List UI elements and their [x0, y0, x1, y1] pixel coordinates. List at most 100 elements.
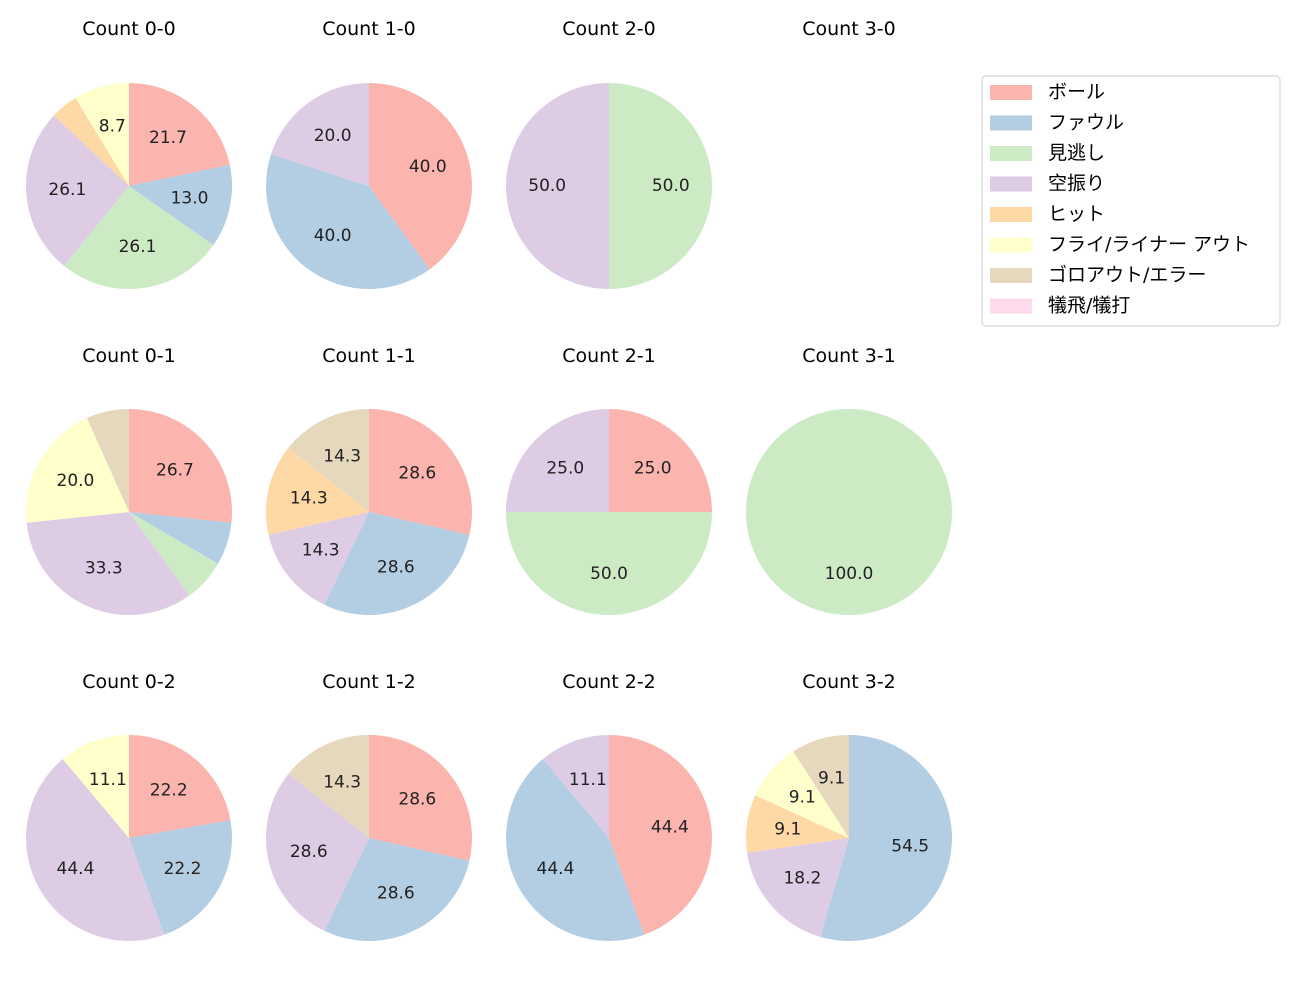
pie-slice-7 — [288, 735, 369, 838]
pie-slice-4 — [542, 735, 609, 838]
pie-slice-3 — [129, 512, 219, 596]
slice-label: 22.2 — [150, 781, 188, 801]
slice-label: 40.0 — [409, 157, 447, 177]
pie-title: Count 3-2 — [802, 671, 896, 693]
pie-slice-2 — [505, 759, 645, 942]
pie-slice-4 — [26, 115, 130, 266]
slice-label: 26.1 — [48, 180, 86, 200]
legend-item: 空振り — [990, 173, 1105, 195]
pie-slice-1 — [609, 409, 712, 512]
pie-slice-7 — [288, 409, 369, 512]
pie-slice-2 — [324, 512, 470, 616]
legend-swatch — [990, 176, 1032, 192]
slice-label: 14.3 — [323, 772, 361, 792]
pie-slice-1 — [129, 409, 232, 523]
pie-slice-2 — [265, 154, 430, 290]
slice-label: 26.1 — [119, 237, 157, 257]
legend-label: フライ/ライナー アウト — [1048, 234, 1250, 256]
pie-slice-4 — [268, 512, 369, 605]
slice-label: 33.3 — [85, 558, 123, 578]
legend-swatch — [990, 146, 1032, 161]
slice-label: 44.4 — [651, 817, 689, 837]
legend-item: ゴロアウト/エラー — [990, 264, 1206, 286]
pie-count-3-0: Count 3-0 — [802, 18, 896, 40]
pie-slice-5 — [53, 98, 129, 186]
slice-label: 28.6 — [398, 463, 436, 483]
pie-slice-4 — [25, 759, 165, 942]
slice-label: 21.7 — [149, 128, 187, 148]
legend-label: ボール — [1048, 81, 1105, 103]
pie-title: Count 2-0 — [562, 18, 656, 40]
slice-label: 14.3 — [290, 488, 328, 508]
slice-label: 18.2 — [783, 869, 821, 889]
slice-label: 9.1 — [774, 819, 801, 839]
legend-label: ゴロアウト/エラー — [1048, 264, 1206, 286]
pie-slice-2 — [129, 820, 233, 935]
pie-slice-2 — [129, 164, 232, 246]
legend-label: ヒット — [1048, 203, 1105, 225]
pie-title: Count 2-1 — [562, 345, 656, 367]
pie-title: Count 1-0 — [322, 18, 416, 40]
legend-swatch — [990, 268, 1032, 283]
slice-label: 14.3 — [302, 541, 340, 561]
slice-label: 28.6 — [377, 558, 415, 578]
pie-slice-3 — [609, 83, 712, 289]
pie-count-2-1: Count 2-1 25.0 50.0 25.0 — [506, 345, 712, 615]
slice-label: 13.0 — [171, 188, 209, 208]
slice-label: 50.0 — [590, 564, 628, 584]
pie-count-1-2: Count 1-2 28.6 28.6 28.6 14.3 — [265, 671, 473, 942]
pie-count-3-1: Count 3-1 100.0 — [746, 345, 952, 615]
pie-title: Count 1-2 — [322, 671, 416, 693]
pie-slice-6 — [62, 735, 129, 838]
pie-slice-6 — [75, 83, 129, 186]
slice-label: 28.6 — [290, 842, 328, 862]
legend-item: 犠飛/犠打 — [990, 295, 1130, 317]
pie-count-0-2: Count 0-2 22.2 22.2 44.4 11.1 — [25, 671, 233, 942]
slice-label: 9.1 — [789, 788, 816, 808]
pie-slice-2 — [129, 512, 232, 564]
pie-slice-1 — [369, 409, 473, 535]
slice-label: 50.0 — [528, 176, 566, 196]
pie-slice-4 — [26, 512, 190, 616]
pie-slice-6 — [26, 417, 130, 523]
slice-label: 14.3 — [323, 446, 361, 466]
pie-slice-3 — [746, 409, 952, 615]
slice-label: 22.2 — [164, 859, 202, 879]
pie-slice-6 — [755, 751, 849, 838]
slice-label: 25.0 — [634, 458, 672, 478]
legend-label: 空振り — [1048, 173, 1105, 195]
slice-label: 54.5 — [891, 837, 929, 857]
pie-slice-4 — [265, 773, 369, 931]
legend-swatch — [990, 85, 1032, 100]
slice-label: 9.1 — [818, 769, 845, 789]
slice-label: 26.7 — [156, 461, 194, 481]
pie-title: Count 3-1 — [802, 345, 896, 367]
pie-slice-1 — [369, 83, 472, 270]
pie-slice-5 — [265, 447, 369, 535]
legend-item: フライ/ライナー アウト — [990, 234, 1250, 256]
pie-slice-5 — [745, 795, 849, 853]
pie-slice-2 — [820, 735, 952, 941]
slice-label: 28.6 — [398, 789, 436, 809]
slice-label: 11.1 — [89, 770, 127, 790]
pie-slice-4 — [271, 83, 369, 186]
pie-count-2-2: Count 2-2 44.4 44.4 11.1 — [505, 671, 713, 942]
pies-layer: Count 0-0 21.7 13.0 26.1 26.1 8.7 Count 1-0 40.… — [25, 18, 952, 942]
pie-count-0-1: Count 0-1 26.7 33.3 20.0 — [26, 345, 232, 616]
legend-label: 犠飛/犠打 — [1048, 295, 1130, 317]
slice-label: 20.0 — [57, 471, 95, 491]
slice-label: 25.0 — [546, 458, 584, 478]
slice-label: 50.0 — [652, 176, 690, 196]
pie-count-1-0: Count 1-0 40.0 40.0 20.0 — [265, 18, 472, 290]
pie-slice-1 — [129, 83, 230, 186]
legend-label: ファウル — [1048, 112, 1124, 134]
pie-slice-7 — [86, 409, 129, 512]
slice-label: 20.0 — [314, 126, 352, 146]
pie-slice-4 — [506, 83, 609, 289]
pie-slice-7 — [793, 734, 849, 838]
pie-slice-2 — [324, 838, 470, 942]
pie-count-0-0: Count 0-0 21.7 13.0 26.1 26.1 8.7 — [26, 18, 232, 289]
legend-item: ボール — [990, 81, 1105, 103]
